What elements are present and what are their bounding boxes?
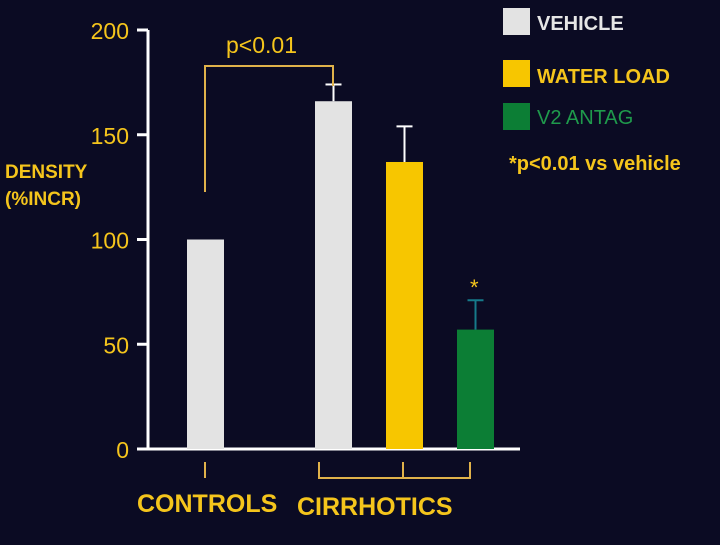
y-tick-label-4: 200: [91, 18, 129, 44]
y-ticks: 0 50 100 150 200: [91, 18, 148, 463]
legend: VEHICLE WATER LOAD V2 ANTAG *p<0.01 vs v…: [503, 8, 681, 175]
bracket-line: [204, 65, 334, 192]
footnote: *p<0.01 vs vehicle: [509, 153, 681, 175]
legend-swatch-v2-antag: [503, 103, 530, 130]
group-label-controls: CONTROLS: [137, 490, 277, 518]
y-axis-label-line2: (%INCR): [5, 189, 81, 210]
bracket-label: p<0.01: [226, 32, 297, 58]
legend-swatch-water-load: [503, 60, 530, 87]
y-axis-label: DENSITY (%INCR): [5, 162, 88, 210]
legend-label-water-load: WATER LOAD: [537, 66, 670, 88]
bar-3: [457, 329, 494, 449]
cirrhotics-bracket: [318, 462, 471, 479]
legend-label-vehicle: VEHICLE: [537, 13, 624, 35]
y-axis: 0 50 100 150 200: [91, 18, 150, 463]
y-tick-label-1: 50: [103, 332, 129, 358]
bar-2: [386, 161, 423, 450]
significance-star: *: [470, 275, 479, 300]
y-axis-label-line1: DENSITY: [5, 162, 88, 183]
bar-0: [187, 239, 224, 449]
group-brackets: CONTROLS CIRRHOTICS: [137, 462, 471, 521]
significance-bracket: p<0.01: [204, 32, 334, 192]
y-tick-label-3: 150: [91, 123, 129, 149]
bar-1: [315, 101, 352, 449]
legend-label-v2-antag: V2 ANTAG: [537, 107, 633, 129]
y-tick-label-2: 100: [91, 228, 129, 254]
legend-swatch-vehicle: [503, 8, 530, 35]
y-tick-label-0: 0: [116, 437, 129, 463]
bars-layer: [187, 101, 494, 450]
group-label-cirrhotics: CIRRHOTICS: [297, 493, 453, 521]
